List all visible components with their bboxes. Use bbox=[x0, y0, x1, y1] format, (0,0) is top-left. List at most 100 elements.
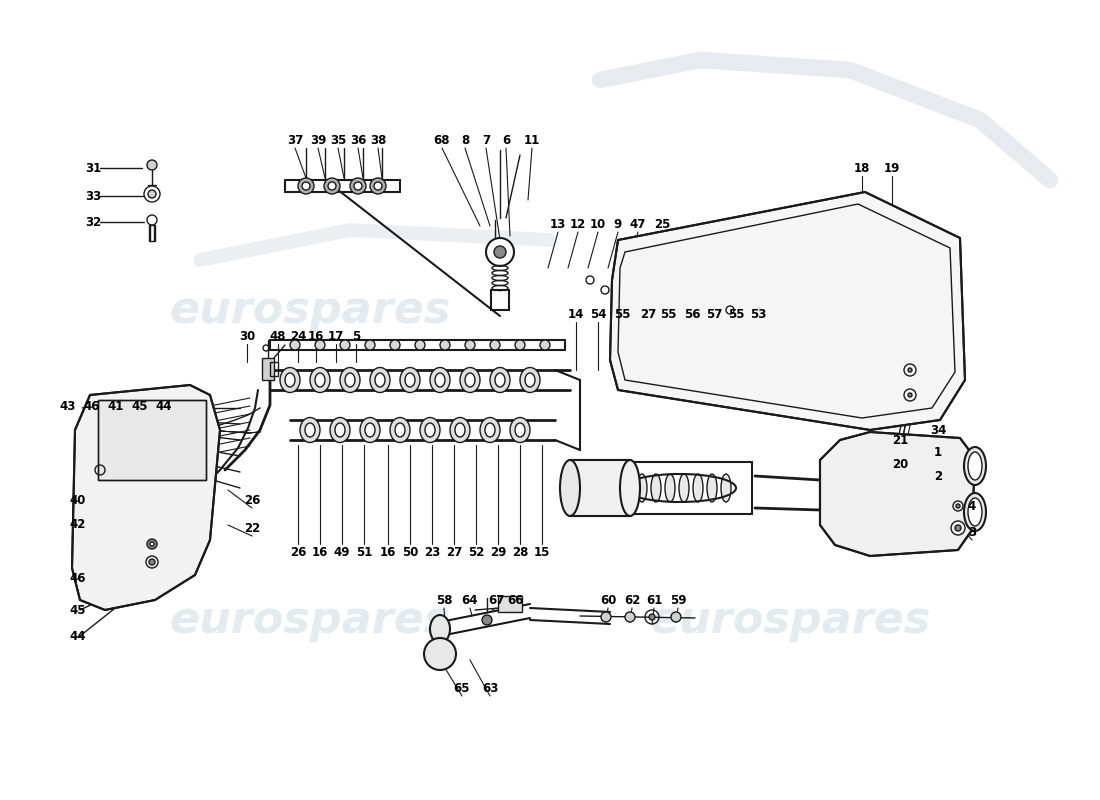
Text: 34: 34 bbox=[930, 423, 946, 437]
Text: 59: 59 bbox=[670, 594, 686, 606]
Circle shape bbox=[302, 182, 310, 190]
Text: 27: 27 bbox=[640, 307, 656, 321]
Ellipse shape bbox=[375, 373, 385, 387]
Text: 28: 28 bbox=[512, 546, 528, 558]
Text: 50: 50 bbox=[402, 546, 418, 558]
Text: 1: 1 bbox=[934, 446, 942, 458]
Circle shape bbox=[147, 160, 157, 170]
Text: 16: 16 bbox=[379, 546, 396, 558]
Text: 51: 51 bbox=[355, 546, 372, 558]
Ellipse shape bbox=[330, 418, 350, 442]
Text: 4: 4 bbox=[968, 499, 976, 513]
Text: 32: 32 bbox=[85, 215, 101, 229]
Bar bbox=[498, 596, 522, 612]
Text: 45: 45 bbox=[132, 399, 148, 413]
Ellipse shape bbox=[707, 474, 717, 502]
Circle shape bbox=[374, 182, 382, 190]
Text: 48: 48 bbox=[270, 330, 286, 342]
Circle shape bbox=[540, 340, 550, 350]
Text: 12: 12 bbox=[570, 218, 586, 230]
Text: 65: 65 bbox=[453, 682, 471, 694]
Ellipse shape bbox=[693, 474, 703, 502]
Ellipse shape bbox=[430, 615, 450, 643]
Text: 22: 22 bbox=[244, 522, 260, 534]
Ellipse shape bbox=[455, 423, 465, 437]
Text: 10: 10 bbox=[590, 218, 606, 230]
Bar bbox=[98, 400, 206, 480]
Circle shape bbox=[908, 393, 912, 397]
Ellipse shape bbox=[460, 367, 480, 393]
Text: 55: 55 bbox=[728, 307, 745, 321]
Text: 46: 46 bbox=[84, 399, 100, 413]
Circle shape bbox=[390, 340, 400, 350]
Text: 24: 24 bbox=[289, 330, 306, 342]
Text: 41: 41 bbox=[108, 399, 124, 413]
Polygon shape bbox=[610, 192, 965, 430]
Text: 56: 56 bbox=[684, 307, 701, 321]
Circle shape bbox=[365, 340, 375, 350]
Ellipse shape bbox=[345, 373, 355, 387]
Text: 38: 38 bbox=[370, 134, 386, 146]
Circle shape bbox=[290, 340, 300, 350]
Ellipse shape bbox=[360, 418, 379, 442]
Text: 57: 57 bbox=[706, 307, 723, 321]
Ellipse shape bbox=[490, 367, 510, 393]
Circle shape bbox=[298, 178, 314, 194]
Text: 17: 17 bbox=[328, 330, 344, 342]
Circle shape bbox=[486, 238, 514, 266]
Circle shape bbox=[354, 182, 362, 190]
Circle shape bbox=[515, 340, 525, 350]
Ellipse shape bbox=[315, 373, 324, 387]
Circle shape bbox=[908, 368, 912, 372]
Text: 29: 29 bbox=[490, 546, 506, 558]
Text: 15: 15 bbox=[534, 546, 550, 558]
Ellipse shape bbox=[340, 367, 360, 393]
Circle shape bbox=[671, 612, 681, 622]
Circle shape bbox=[328, 182, 336, 190]
Text: 40: 40 bbox=[69, 494, 86, 506]
Ellipse shape bbox=[465, 373, 475, 387]
Text: 64: 64 bbox=[462, 594, 478, 606]
Text: 61: 61 bbox=[646, 594, 662, 606]
Ellipse shape bbox=[400, 367, 420, 393]
Ellipse shape bbox=[666, 474, 675, 502]
Text: 2: 2 bbox=[934, 470, 942, 482]
Circle shape bbox=[147, 539, 157, 549]
Text: 14: 14 bbox=[568, 307, 584, 321]
Text: 20: 20 bbox=[892, 458, 909, 470]
Ellipse shape bbox=[520, 367, 540, 393]
Text: 26: 26 bbox=[244, 494, 261, 506]
Bar bbox=[98, 400, 206, 480]
Circle shape bbox=[315, 340, 324, 350]
Circle shape bbox=[415, 340, 425, 350]
Ellipse shape bbox=[310, 367, 330, 393]
Text: 68: 68 bbox=[433, 134, 450, 146]
Circle shape bbox=[494, 246, 506, 258]
Bar bbox=[270, 362, 278, 376]
Text: 66: 66 bbox=[508, 594, 525, 606]
Text: eurospares: eurospares bbox=[649, 598, 931, 642]
Ellipse shape bbox=[300, 418, 320, 442]
Text: 55: 55 bbox=[660, 307, 676, 321]
Text: 23: 23 bbox=[424, 546, 440, 558]
Circle shape bbox=[440, 340, 450, 350]
Circle shape bbox=[601, 612, 610, 622]
Circle shape bbox=[350, 178, 366, 194]
Circle shape bbox=[150, 542, 154, 546]
Text: 45: 45 bbox=[69, 603, 86, 617]
Ellipse shape bbox=[560, 460, 580, 516]
Ellipse shape bbox=[405, 373, 415, 387]
Text: 54: 54 bbox=[590, 307, 606, 321]
Text: 27: 27 bbox=[446, 546, 462, 558]
Text: 5: 5 bbox=[352, 330, 360, 342]
Ellipse shape bbox=[495, 373, 505, 387]
Text: 44: 44 bbox=[69, 630, 86, 642]
Ellipse shape bbox=[305, 423, 315, 437]
Text: 53: 53 bbox=[750, 307, 767, 321]
Text: 36: 36 bbox=[350, 134, 366, 146]
Text: 33: 33 bbox=[85, 190, 101, 202]
Text: 43: 43 bbox=[59, 399, 76, 413]
Text: 25: 25 bbox=[653, 218, 670, 230]
Ellipse shape bbox=[515, 423, 525, 437]
Text: 62: 62 bbox=[624, 594, 640, 606]
